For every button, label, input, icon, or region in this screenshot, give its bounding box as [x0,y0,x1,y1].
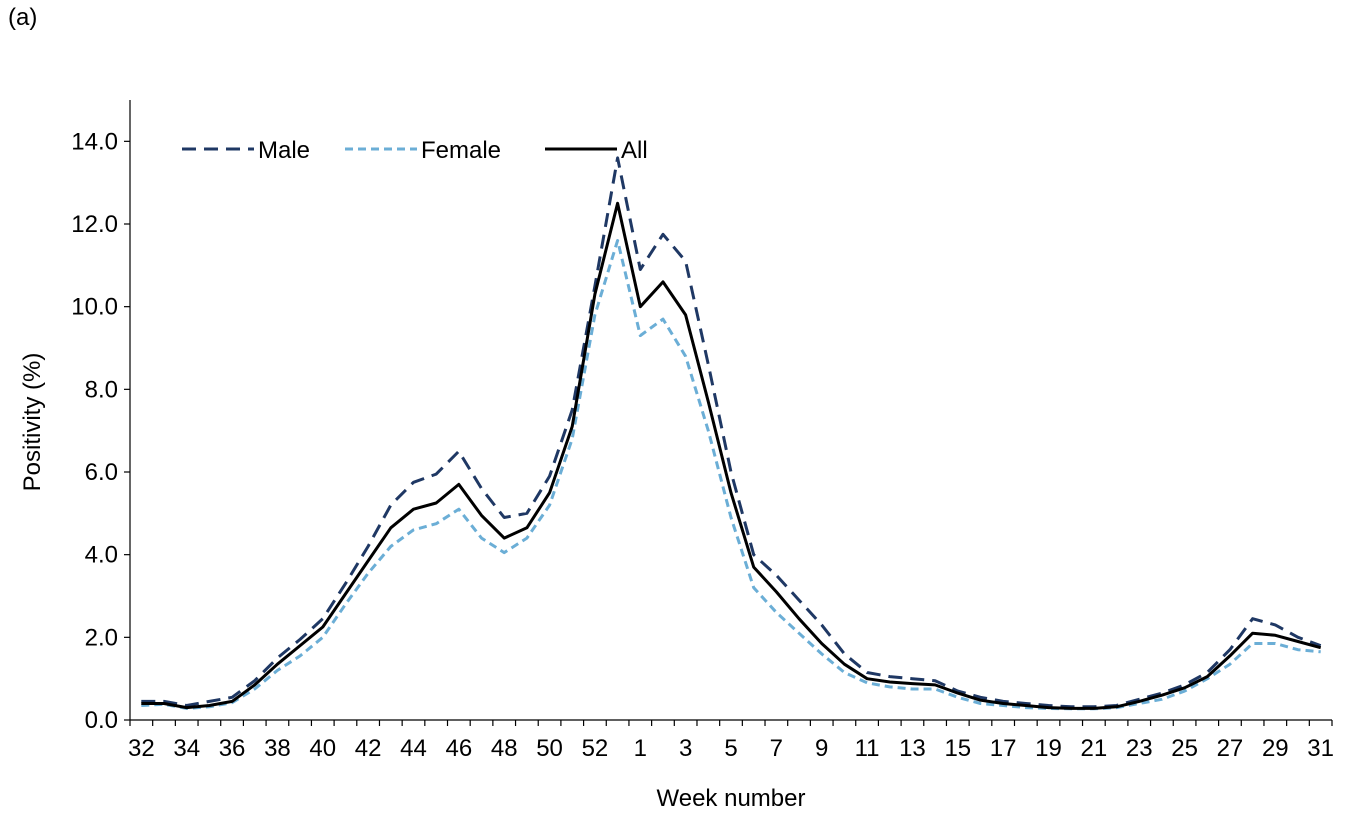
axes: 0.0 2.0 4.0 6.0 8.0 10.0 12.0 14.0 32 34 36 38 40 42 4… [71,100,1334,762]
x-axis-title: Week number [657,785,806,812]
x-tick-label: 52 [582,735,609,762]
x-tick-label: 25 [1171,735,1198,762]
x-tick-label: 17 [990,735,1017,762]
y-tick-label: 2.0 [85,624,118,651]
x-tick-label: 48 [491,735,518,762]
series-line-male [141,156,1322,709]
series-line-all [141,201,1322,710]
x-tick-label: 40 [309,735,336,762]
x-tick-label: 36 [219,735,246,762]
x-tick-label: 21 [1081,735,1108,762]
legend-label-female: Female [421,137,501,164]
x-tick-label: 42 [355,735,382,762]
y-tick-label: 8.0 [85,376,118,403]
y-tick-label: 10.0 [71,294,118,321]
x-tick-label: 38 [264,735,291,762]
x-tick-label: 23 [1126,735,1153,762]
x-tick-label: 9 [815,735,828,762]
x-tick-label: 27 [1217,735,1244,762]
x-tick-label: 7 [770,735,783,762]
x-tick-label: 15 [944,735,971,762]
y-tick-label: 4.0 [85,542,118,569]
x-tick-label: 11 [855,735,880,762]
x-tick-label: 32 [128,735,155,762]
legend-label-all: All [621,137,648,164]
x-tick-label: 46 [445,735,472,762]
x-tick-label: 3 [679,735,692,762]
y-axis-title: Positivity (%) [19,353,46,492]
y-tick-label: 0.0 [85,707,118,734]
x-tick-label: 44 [400,735,427,762]
legend-label-male: Male [258,137,310,164]
x-tick-label: 19 [1035,735,1062,762]
x-tick-label: 34 [173,735,200,762]
x-tick-label: 29 [1262,735,1289,762]
x-tick-label: 5 [724,735,737,762]
y-tick-label: 14.0 [71,128,118,155]
y-tick-label: 12.0 [71,211,118,238]
x-tick-label: 1 [634,735,647,762]
legend: Male Female All [182,137,648,164]
y-tick-label: 6.0 [85,459,118,486]
series-layer [141,156,1322,711]
x-tick-label: 13 [899,735,926,762]
panel-label: (a) [8,4,38,31]
series-line-female [141,239,1321,711]
x-tick-label: 31 [1307,735,1334,762]
x-tick-label: 50 [536,735,563,762]
